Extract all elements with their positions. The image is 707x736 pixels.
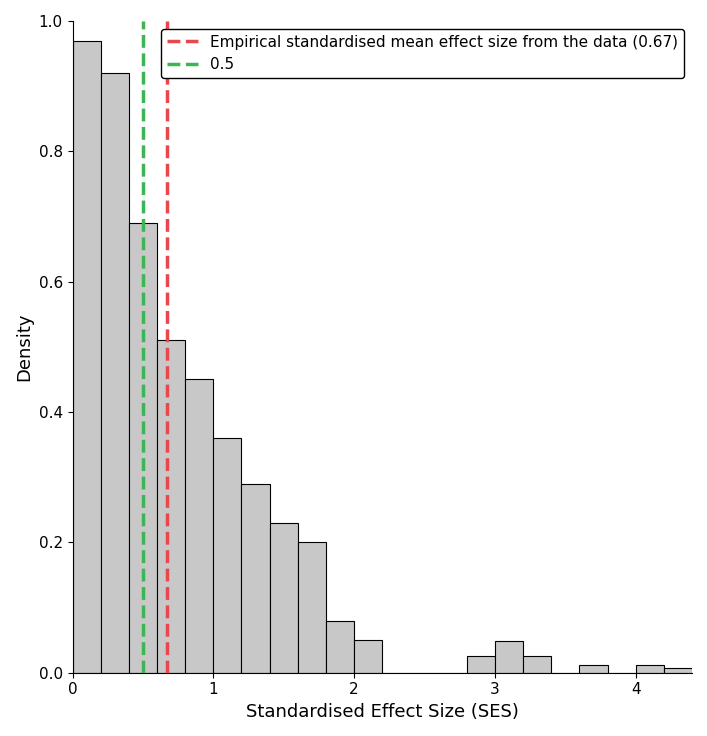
Bar xyxy=(129,223,157,673)
Bar xyxy=(242,484,269,673)
X-axis label: Standardised Effect Size (SES): Standardised Effect Size (SES) xyxy=(246,703,519,721)
Legend: Empirical standardised mean effect size from the data (0.67), 0.5: Empirical standardised mean effect size … xyxy=(161,29,684,79)
Bar xyxy=(579,665,607,673)
Bar xyxy=(523,657,551,673)
Bar xyxy=(269,523,298,673)
Bar xyxy=(214,438,242,673)
Bar xyxy=(664,668,692,673)
Bar xyxy=(467,657,495,673)
Bar xyxy=(326,620,354,673)
Y-axis label: Density: Density xyxy=(15,313,33,381)
Bar xyxy=(157,340,185,673)
Bar xyxy=(100,73,129,673)
Bar xyxy=(636,665,664,673)
Bar xyxy=(185,380,214,673)
Bar xyxy=(298,542,326,673)
Bar xyxy=(495,642,523,673)
Bar xyxy=(73,40,100,673)
Bar xyxy=(354,640,382,673)
